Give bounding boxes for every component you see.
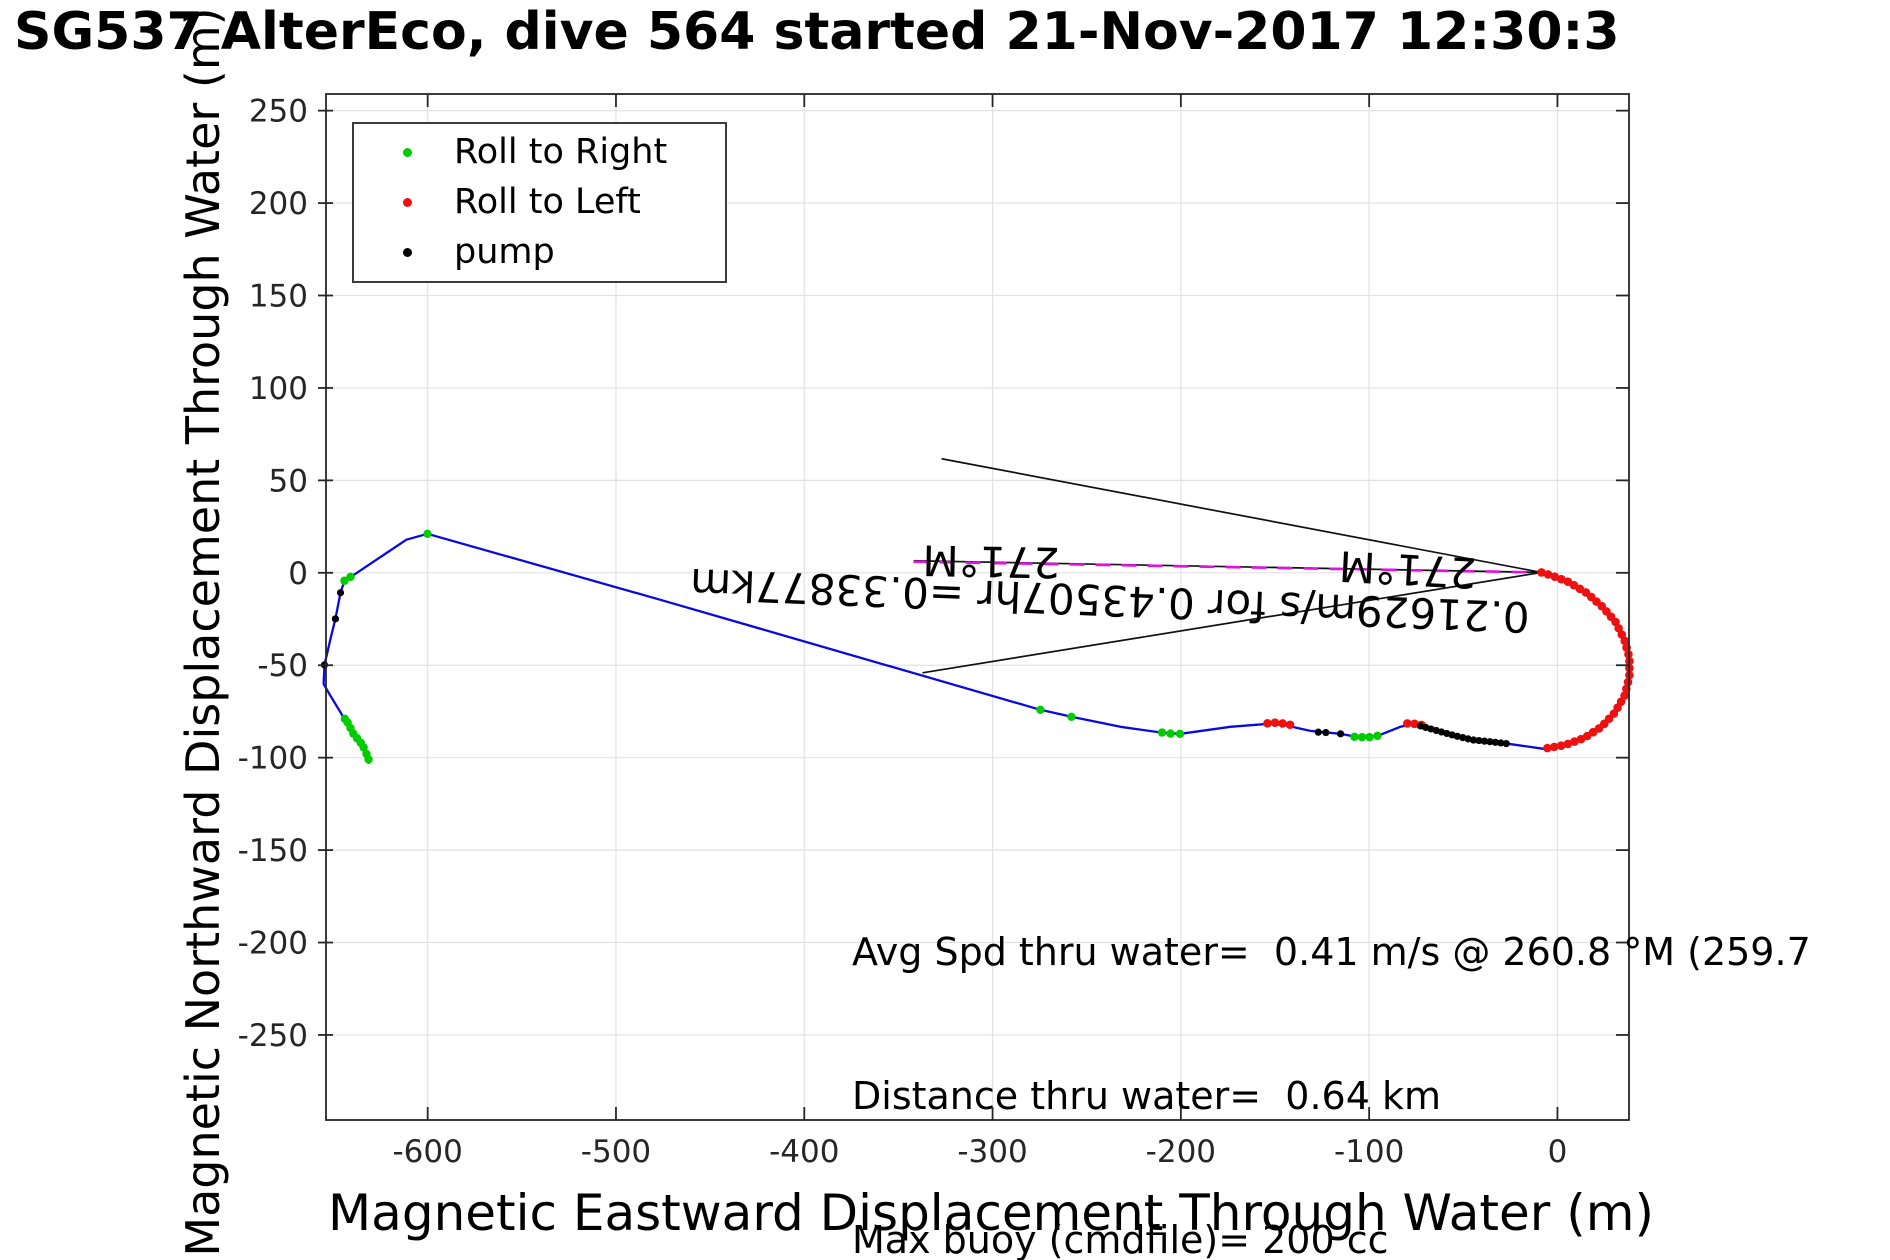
stat-line: Avg Spd thru water= 0.41 m/s @ 260.8 °M … — [852, 930, 1811, 974]
pump-dot — [1486, 738, 1494, 746]
bearing-annotation-text: 271°M — [922, 536, 1060, 587]
roll-right-dot — [346, 572, 355, 582]
bearing-annotation-text: 271°M — [1338, 541, 1478, 597]
stat-line: Max buoy (cmdfile)= 200 cc — [852, 1218, 1389, 1260]
pump-dot — [1464, 735, 1472, 743]
legend-item-roll-right: Roll to Right — [354, 135, 725, 170]
pump-dot — [336, 589, 345, 597]
roll-right-dot — [340, 576, 349, 585]
y-tick-label: 100 — [249, 371, 308, 407]
roll-left-dot — [1623, 677, 1633, 687]
pump-dot — [1475, 736, 1483, 745]
y-tick-label: -50 — [257, 648, 308, 684]
roll-left-dot — [1570, 737, 1579, 746]
course-line — [913, 560, 1542, 574]
legend-label: Roll to Left — [454, 181, 641, 222]
roll-left-marker-icon — [403, 197, 412, 207]
roll-left-dot — [1549, 742, 1559, 752]
pump-dot — [1336, 730, 1345, 738]
y-tick-label: 250 — [249, 94, 308, 130]
roll-left-dot — [1620, 636, 1630, 646]
y-tick-label: 150 — [249, 279, 308, 315]
roll-right-dot — [1365, 732, 1374, 742]
roll-right-dot — [362, 749, 371, 759]
roll-right-marker-icon — [403, 148, 412, 158]
dive-stats-block: Avg Spd thru water= 0.41 m/s @ 260.8 °M … — [852, 832, 1811, 1260]
x-axis-label: Magnetic Eastward Displacement Through W… — [328, 1184, 1654, 1242]
roll-left-dot — [1550, 572, 1560, 581]
legend-item-roll-left: Roll to Left — [354, 181, 725, 222]
y-tick-label: -150 — [238, 833, 308, 869]
roll-right-dot — [423, 529, 432, 538]
legend-label: Roll to Right — [454, 132, 668, 173]
pump-marker-icon — [403, 247, 412, 257]
pump-dot — [331, 615, 340, 623]
plot-border — [325, 93, 1630, 1121]
y-tick-label: -100 — [238, 741, 308, 777]
stat-line: Distance thru water= 0.64 km — [852, 1074, 1441, 1118]
roll-left-dot — [1263, 718, 1272, 728]
pump-dot — [1322, 728, 1330, 737]
roll-right-dot — [1067, 712, 1076, 722]
roll-right-dot — [1357, 732, 1367, 742]
x-tick-label: -200 — [1146, 1134, 1216, 1170]
pump-dot — [1314, 728, 1322, 736]
roll-left-dot — [1403, 719, 1412, 728]
roll-left-dot — [1278, 719, 1287, 728]
legend-item-pump: pump — [354, 231, 725, 272]
y-axis-label: Magnetic Northward Displacement Through … — [176, 7, 230, 1257]
roll-left-dot — [1270, 718, 1280, 728]
roll-left-dot — [1543, 570, 1553, 579]
roll-left-dot — [1563, 739, 1573, 749]
roll-left-dot — [1556, 741, 1566, 750]
y-tick-label: -200 — [238, 926, 308, 962]
roll-right-dot — [340, 714, 350, 724]
legend-box: Roll to Right Roll to Left pump — [352, 122, 727, 283]
y-tick-label: 50 — [269, 463, 308, 499]
roll-right-dot — [1175, 729, 1185, 739]
x-tick-label: -600 — [392, 1134, 462, 1170]
y-tick-label: 0 — [288, 556, 308, 592]
bearing-fan-line — [922, 571, 1542, 674]
x-tick-label: -100 — [1334, 1134, 1404, 1170]
y-tick-label: -250 — [238, 1018, 308, 1054]
roll-left-dot — [1576, 734, 1586, 744]
roll-left-dot — [1543, 743, 1552, 753]
roll-left-dot — [1285, 720, 1295, 730]
roll-left-dot — [1537, 568, 1546, 577]
bearing-fan-line — [941, 457, 1542, 574]
roll-right-dot — [1373, 731, 1382, 741]
pump-dot — [1497, 739, 1505, 747]
pump-dot — [1491, 738, 1499, 746]
x-tick-label: -400 — [769, 1134, 839, 1170]
x-tick-label: -500 — [581, 1134, 651, 1170]
pump-dot — [1502, 739, 1510, 748]
roll-right-dot — [1036, 705, 1045, 714]
roll-right-dot — [1166, 729, 1175, 738]
x-tick-label: -300 — [957, 1134, 1027, 1170]
page-title: SG537 AlterEco, dive 564 started 21-Nov-… — [14, 2, 1620, 62]
pump-dot — [1469, 736, 1478, 744]
y-tick-label: 200 — [249, 186, 308, 222]
legend-label: pump — [454, 231, 555, 272]
pump-dot — [1480, 737, 1489, 745]
roll-left-dot — [1557, 574, 1566, 584]
roll-right-dot — [1157, 728, 1167, 737]
x-tick-label: 0 — [1548, 1134, 1568, 1170]
roll-right-dot — [1350, 732, 1359, 741]
roll-left-dot — [1410, 719, 1419, 729]
